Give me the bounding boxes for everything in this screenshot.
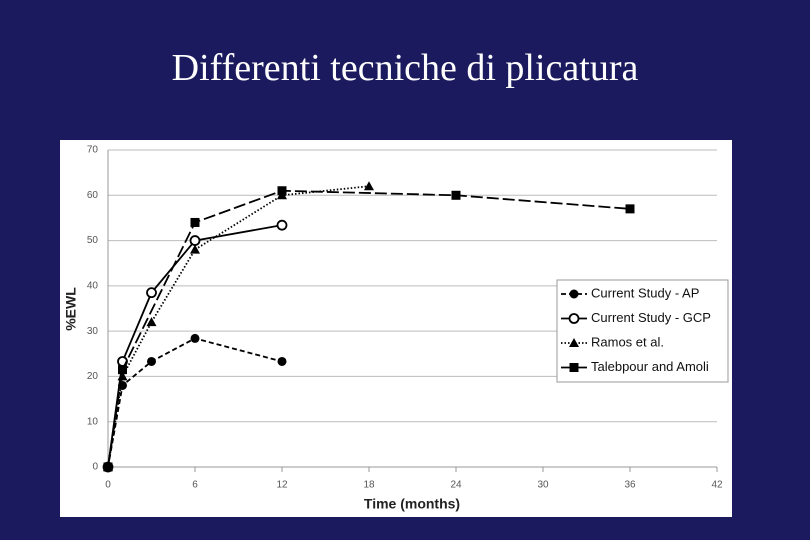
point — [103, 462, 113, 472]
x-tick-label: 12 — [276, 480, 288, 491]
point — [569, 363, 579, 372]
point — [625, 204, 635, 214]
legend-text: Current Study - AP — [591, 285, 699, 300]
point — [190, 333, 200, 343]
point — [147, 356, 156, 366]
y-tick-label: 30 — [87, 326, 99, 337]
y-tick-label: 0 — [92, 462, 98, 473]
point — [118, 365, 127, 375]
point — [190, 244, 200, 254]
legend-box — [556, 279, 729, 383]
point — [276, 219, 288, 231]
point — [277, 186, 287, 196]
point — [189, 235, 201, 246]
y-tick-label: 40 — [87, 280, 99, 291]
legend-text: Talebpour and Amoli — [591, 359, 709, 374]
x-tick-label: 30 — [537, 480, 549, 491]
y-tick-label: 10 — [87, 416, 99, 427]
legend-text: Current Study - GCP — [591, 310, 711, 325]
point — [117, 371, 128, 381]
y-tick-label: 60 — [87, 190, 99, 201]
x-tick-label: 6 — [192, 480, 198, 491]
point — [146, 317, 157, 327]
point — [146, 287, 157, 299]
x-tick-label: 18 — [363, 480, 375, 491]
y-tick-label: 50 — [87, 235, 99, 246]
point — [277, 356, 287, 366]
x-tick-label: 0 — [105, 480, 111, 491]
x-tick-label: 36 — [624, 480, 636, 491]
x-tick-label: 24 — [450, 480, 462, 491]
point — [451, 190, 461, 200]
series-line — [107, 185, 370, 468]
point — [569, 338, 579, 347]
y-tick-label: 20 — [87, 371, 99, 382]
point — [569, 289, 579, 299]
series-line — [107, 189, 631, 468]
y-axis-title: %EWL — [63, 287, 79, 331]
legend-text: Ramos et al. — [591, 334, 664, 349]
x-tick-label: 42 — [711, 480, 723, 491]
slide-title: Differenti tecniche di plicatura — [171, 47, 639, 89]
y-tick-label: 70 — [87, 145, 99, 156]
point — [568, 313, 580, 324]
point — [190, 217, 200, 227]
point — [364, 181, 374, 191]
x-axis-title: Time (months) — [364, 496, 460, 512]
